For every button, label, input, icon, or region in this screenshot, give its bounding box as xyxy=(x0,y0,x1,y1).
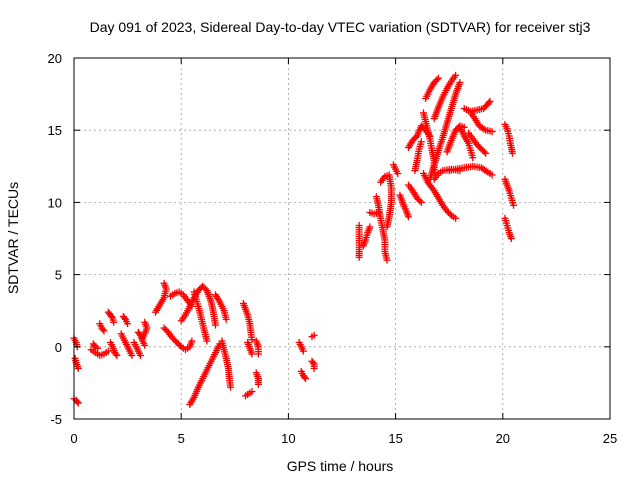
data-point xyxy=(248,336,256,344)
plot-frame xyxy=(73,57,611,420)
data-point xyxy=(452,71,460,79)
data-point xyxy=(433,76,441,84)
data-point xyxy=(248,388,256,396)
data-point xyxy=(176,341,184,349)
data-point xyxy=(299,347,307,355)
x-tick-label: 20 xyxy=(496,431,510,446)
data-point xyxy=(507,235,515,242)
data-point xyxy=(212,321,220,329)
data-point xyxy=(188,337,196,345)
data-point xyxy=(486,97,494,105)
data-point xyxy=(73,398,81,406)
y-tick-label: 15 xyxy=(48,123,62,138)
data-point xyxy=(248,350,256,358)
data-point xyxy=(110,318,118,326)
data-point xyxy=(100,327,108,335)
y-tick-label: 5 xyxy=(55,268,62,283)
y-tick-labels: -5 0 5 10 15 20 xyxy=(48,51,62,427)
data-point xyxy=(366,223,374,231)
data-point xyxy=(300,373,308,381)
chart-title: Day 091 of 2023, Sidereal Day-to-day VTE… xyxy=(90,19,591,35)
data-point xyxy=(141,341,149,349)
grid-lines xyxy=(74,58,610,419)
data-point xyxy=(469,154,477,162)
data-point xyxy=(128,351,136,359)
data-point xyxy=(227,383,235,391)
data-points xyxy=(70,71,518,409)
data-point xyxy=(120,314,128,322)
data-point xyxy=(480,148,488,156)
x-tick-label: 25 xyxy=(603,431,617,446)
data-point xyxy=(309,359,317,367)
data-point xyxy=(404,213,412,221)
data-point xyxy=(139,334,147,342)
data-point xyxy=(508,149,516,157)
data-point xyxy=(254,380,262,388)
data-point xyxy=(108,312,116,320)
data-point xyxy=(417,138,425,146)
data-point xyxy=(203,337,211,345)
data-point xyxy=(383,256,391,264)
data-point xyxy=(112,350,120,358)
data-point xyxy=(482,167,490,175)
data-point xyxy=(74,399,82,407)
data-point xyxy=(302,375,310,383)
data-point xyxy=(446,210,454,218)
x-tick-label: 15 xyxy=(388,431,402,446)
data-point xyxy=(254,350,262,358)
data-point xyxy=(124,320,132,328)
data-point xyxy=(456,79,464,87)
data-point xyxy=(160,279,168,287)
data-point xyxy=(485,99,493,107)
y-tick-label: 20 xyxy=(48,51,62,66)
data-point xyxy=(113,351,121,359)
data-point xyxy=(394,170,402,178)
y-tick-label: 0 xyxy=(55,340,62,355)
data-point xyxy=(310,364,318,372)
data-point xyxy=(434,74,442,82)
data-point xyxy=(416,197,424,205)
data-point xyxy=(480,125,488,133)
y-axis-label: SDTVAR / TECUs xyxy=(5,182,21,294)
data-point xyxy=(510,201,518,209)
y-tick-label: -5 xyxy=(50,412,62,427)
data-point xyxy=(136,351,144,359)
data-point xyxy=(74,364,82,372)
data-point xyxy=(99,325,107,333)
x-axis-label: GPS time / hours xyxy=(287,458,394,474)
data-point xyxy=(222,315,230,323)
data-point xyxy=(482,149,490,157)
data-point xyxy=(452,214,460,222)
data-point xyxy=(417,198,425,206)
data-point xyxy=(383,223,391,231)
x-tick-labels: 0 5 10 15 20 25 xyxy=(70,431,617,446)
axis-ticks xyxy=(73,57,611,420)
data-point xyxy=(94,344,102,352)
data-point xyxy=(488,128,496,136)
x-tick-label: 5 xyxy=(178,431,185,446)
x-tick-label: 10 xyxy=(281,431,295,446)
data-point xyxy=(488,171,496,179)
data-point xyxy=(355,222,363,230)
data-point xyxy=(310,331,318,339)
y-tick-label: 10 xyxy=(48,195,62,210)
x-tick-label: 0 xyxy=(70,431,77,446)
